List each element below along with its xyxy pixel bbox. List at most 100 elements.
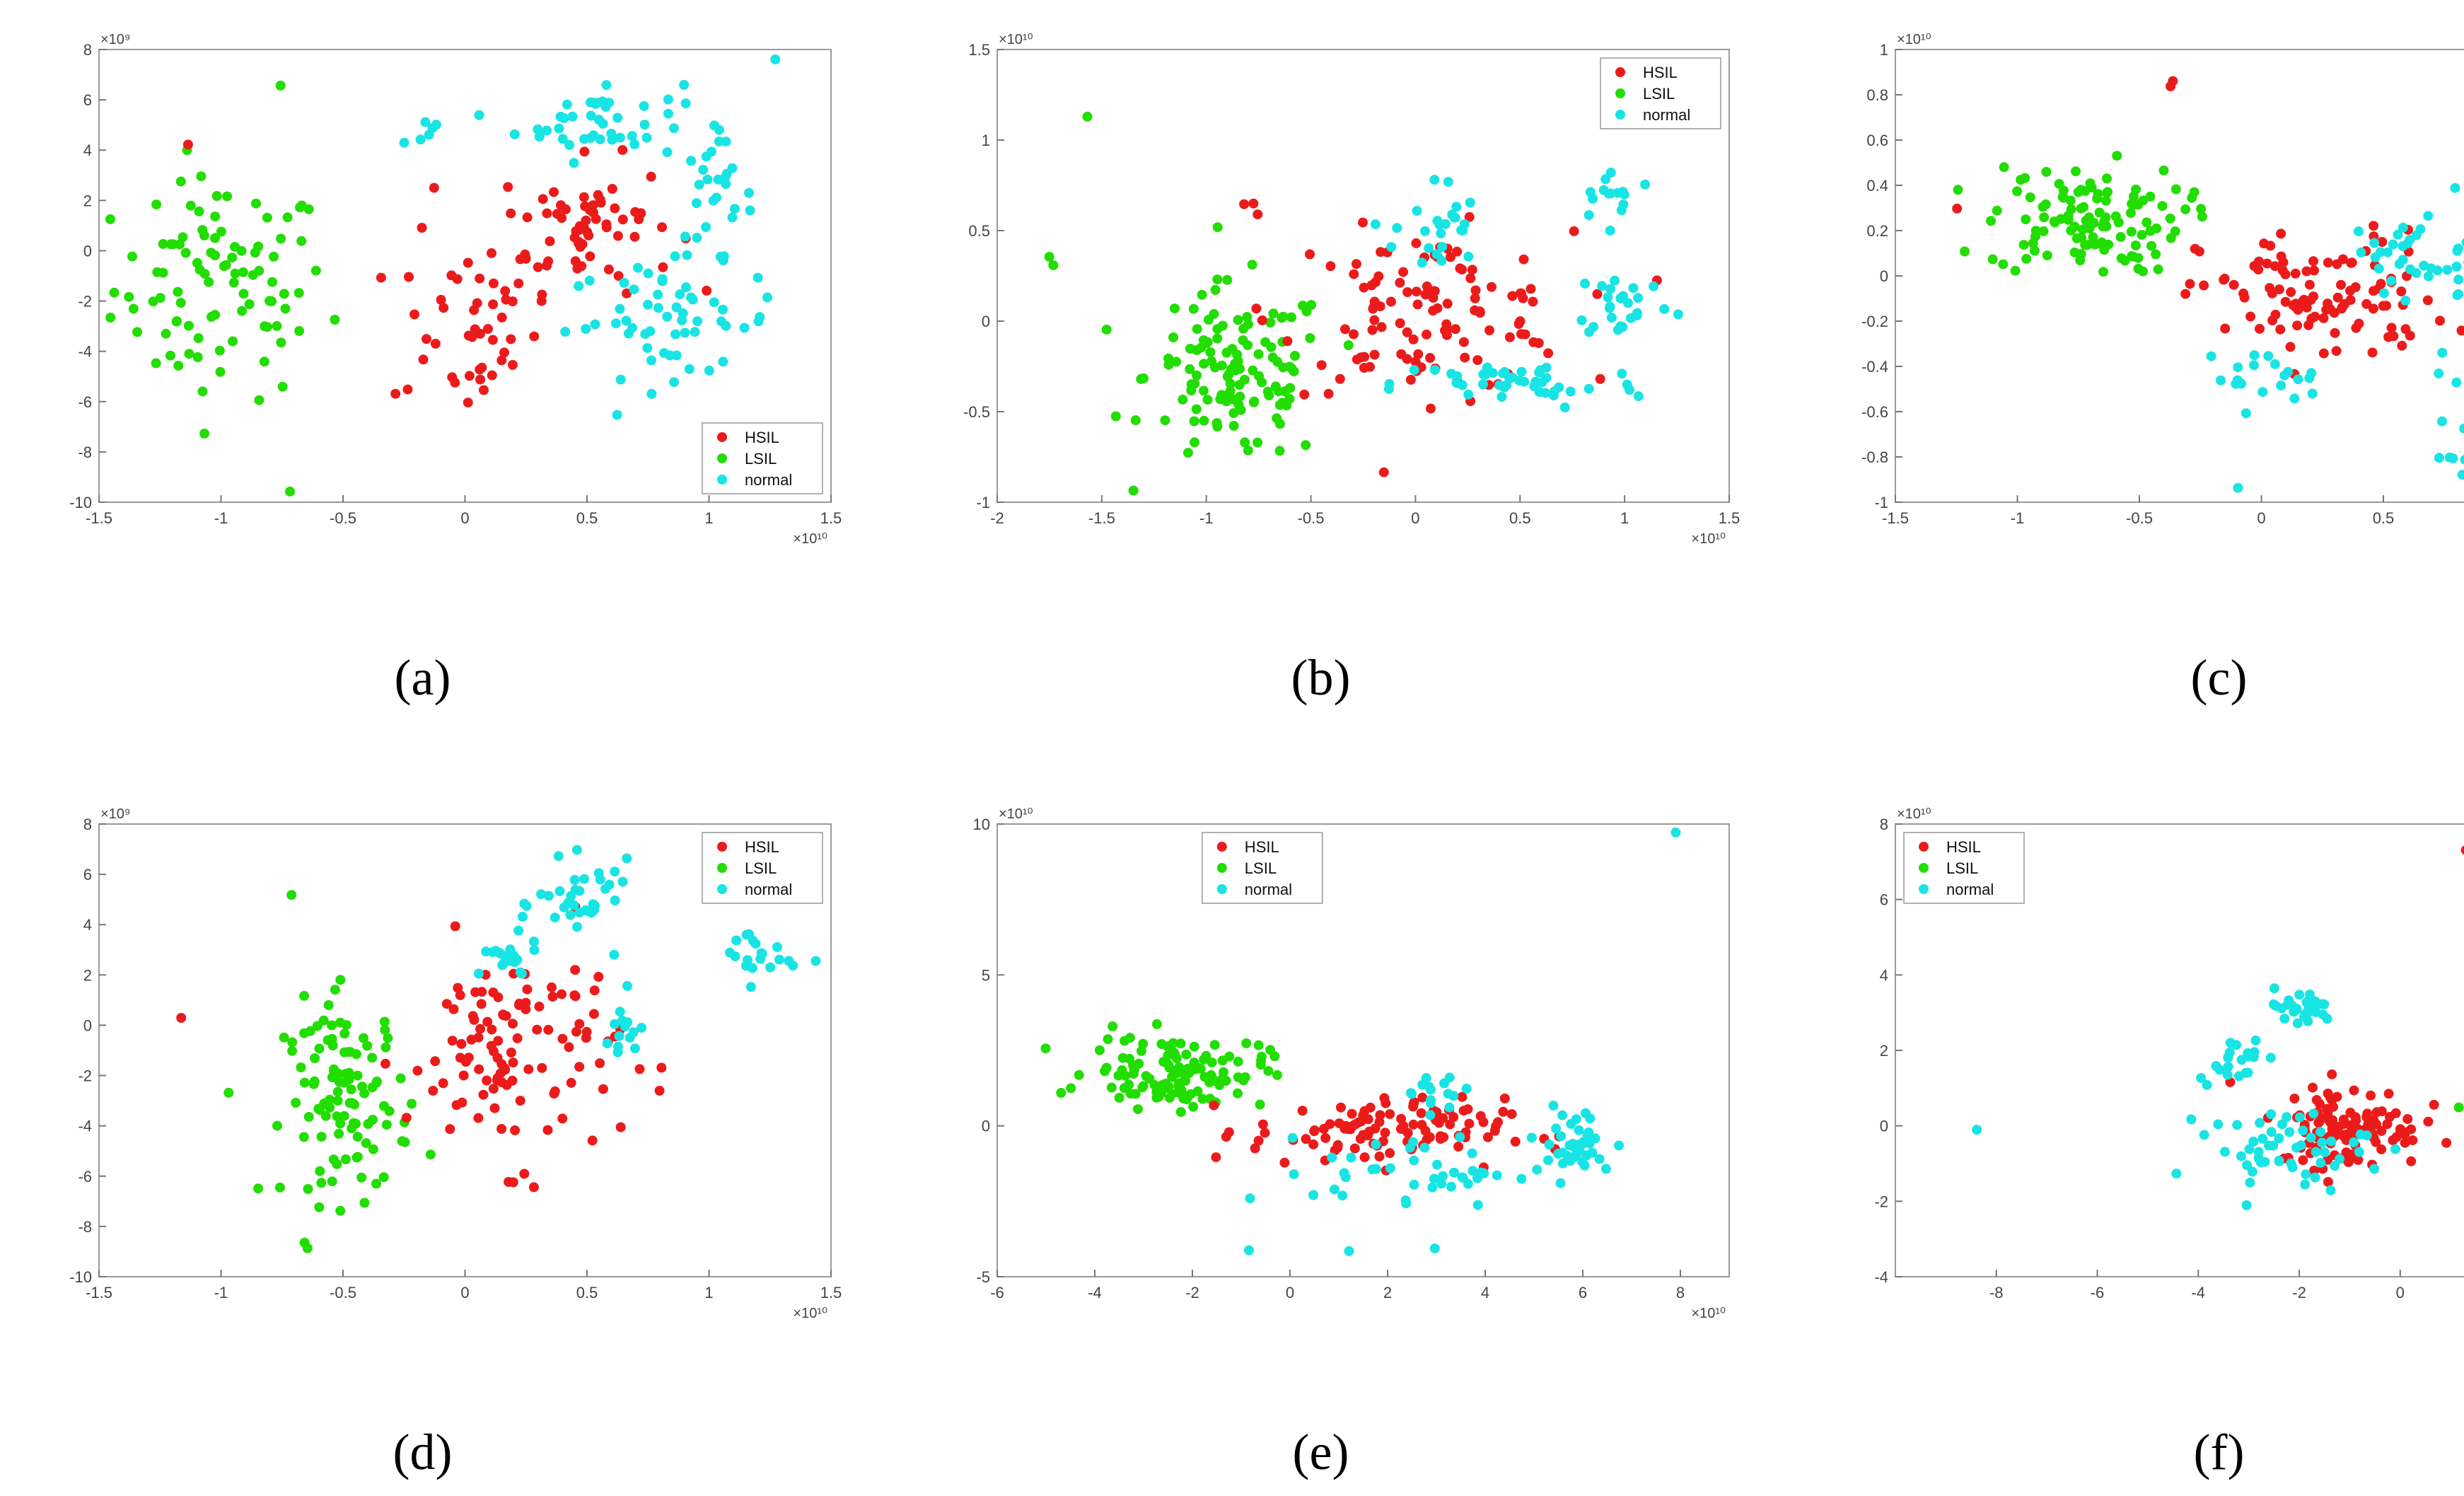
point-lsil [1241,1038,1252,1048]
point-lsil [2012,186,2023,197]
plot-area: -1.5 -1 -0.5 0 0.5 1 1.5 -10 -8 -6 -4 -2 0 2 4 6 8 ×10⁹ ×1… [69,806,842,1321]
point-hsil [475,374,486,385]
point-lsil [1305,333,1315,343]
point-lsil [1221,396,1232,407]
point-normal [1472,1200,1483,1210]
point-lsil [1164,1093,1175,1103]
point-normal [2202,1079,2212,1090]
legend-label-lsil: LSIL [1643,85,1675,103]
point-normal [730,951,740,961]
point-lsil [2098,221,2108,231]
point-lsil [1216,360,1227,371]
point-lsil [223,1087,234,1098]
point-lsil [1233,1056,1243,1067]
point-normal [1548,1101,1559,1111]
point-normal [2317,999,2328,1009]
point-lsil [1158,1084,1169,1094]
point-hsil [182,139,193,150]
point-hsil [1482,1132,1493,1142]
point-normal [1603,188,1614,199]
x-tick-label: -4 [2191,1284,2205,1301]
point-normal [2390,1144,2400,1154]
point-normal [2257,387,2268,398]
point-hsil [1365,1102,1376,1113]
point-normal [617,1015,627,1026]
point-normal [607,134,617,145]
point-lsil [359,1198,370,1208]
point-lsil [1206,1069,1216,1080]
point-hsil [519,1169,530,1179]
point-normal [643,268,653,279]
point-lsil [1191,404,1202,414]
point-normal [762,292,772,303]
point-lsil [2138,195,2149,206]
point-lsil [380,1025,390,1036]
point-normal [657,276,668,286]
point-lsil [1199,415,1209,426]
x-tick-label: 1 [704,1284,713,1301]
point-normal [2300,1179,2311,1190]
point-hsil [579,192,589,202]
point-lsil [215,366,226,377]
point-hsil [498,1010,509,1021]
point-normal [2460,455,2464,465]
point-normal [2304,373,2315,383]
point-normal [2270,359,2280,369]
point-normal [774,954,784,965]
point-lsil [2020,173,2030,183]
point-lsil [1224,1051,1235,1062]
point-hsil [2199,280,2209,291]
point-hsil [487,335,498,345]
point-lsil [279,1032,289,1043]
point-lsil [296,1062,306,1073]
point-hsil [646,171,656,182]
legend-label-hsil: HSIL [745,838,779,856]
point-hsil [581,1026,592,1037]
point-lsil [127,251,137,262]
point-lsil [294,325,305,336]
point-hsil [1358,217,1368,228]
point-normal [1565,386,1576,397]
point-lsil [1197,1094,1208,1104]
point-lsil [1040,1043,1051,1054]
point-lsil [1238,323,1249,334]
point-lsil [1233,356,1243,366]
point-hsil [506,208,516,219]
point-hsil [593,972,604,982]
point-normal [2211,1061,2221,1071]
point-lsil [1247,260,1257,270]
point-hsil [1470,285,1481,296]
y-tick-label: 6 [83,91,92,109]
point-lsil [339,1111,349,1121]
point-hsil [1504,332,1515,342]
point-normal [2294,990,2305,1000]
point-normal [2315,1157,2326,1168]
point-hsil [552,209,562,219]
point-lsil [332,1086,343,1097]
point-normal [2361,1130,2372,1141]
point-lsil [316,1178,327,1188]
point-normal [1583,1127,1594,1137]
y-tick-label: -6 [78,393,92,411]
point-normal [744,187,754,198]
point-lsil [1103,1034,1113,1045]
x-tick-label: -1.5 [86,1284,112,1301]
panel-b: -2 -1.5 -1 -0.5 0 0.5 1 1.5 -1 -0.5 0 0.5 1 1.5 ×10¹⁰ ×… [963,32,1740,706]
point-lsil [325,1094,335,1105]
point-normal [595,874,605,885]
point-hsil [474,1064,484,1074]
point-normal [574,886,585,896]
point-normal [2317,1137,2328,1148]
point-lsil [2030,231,2040,242]
point-lsil [151,199,162,210]
point-hsil [1221,1132,1231,1142]
point-lsil [237,306,248,316]
point-hsil [522,212,533,223]
point-normal [1438,1171,1448,1181]
point-normal [609,949,620,960]
point-hsil [1463,1104,1473,1115]
point-normal [1574,1125,1584,1135]
x-tick-label: 4 [1481,1284,1489,1301]
point-normal [1556,1131,1567,1142]
point-lsil [1272,1069,1282,1080]
